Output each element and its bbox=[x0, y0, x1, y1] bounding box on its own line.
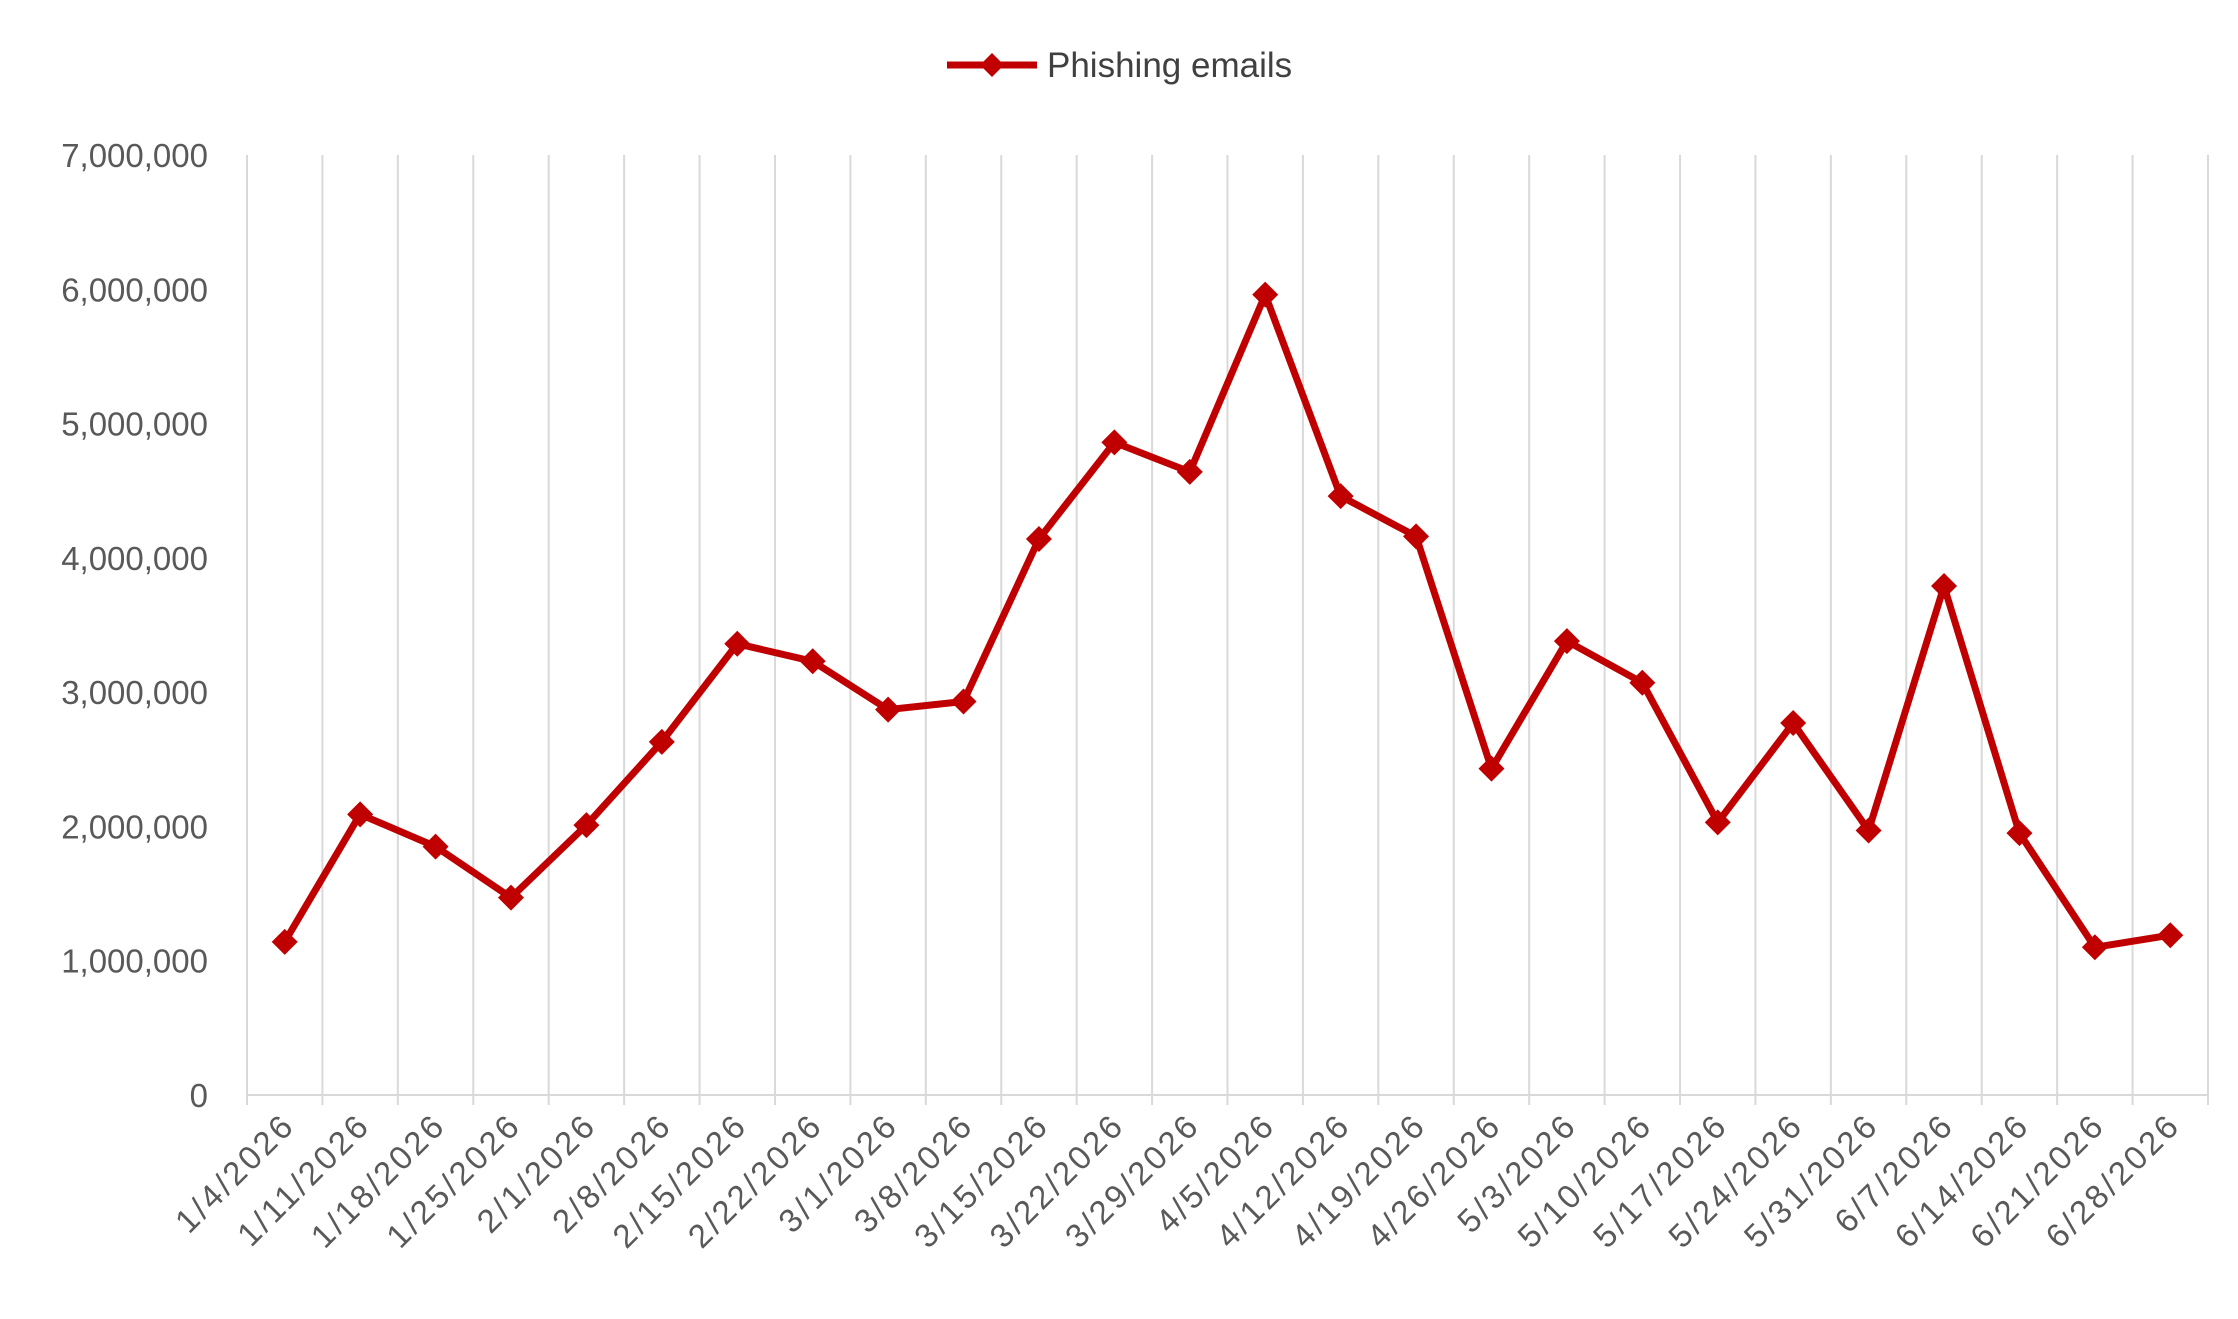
data-point-marker bbox=[1327, 483, 1354, 510]
y-tick-label: 7,000,000 bbox=[61, 137, 208, 174]
data-point-marker bbox=[1780, 710, 1807, 737]
data-point-marker bbox=[648, 728, 675, 755]
y-axis-tick-labels: 0 1,000,000 2,000,000 3,000,000 4,000,000 5,0… bbox=[61, 137, 208, 1114]
data-point-marker bbox=[1025, 526, 1052, 553]
y-tick-label: 1,000,000 bbox=[61, 943, 208, 980]
data-point-marker bbox=[1704, 809, 1731, 836]
data-point-marker bbox=[422, 833, 449, 860]
data-point-marker bbox=[1553, 628, 1580, 655]
data-point-marker bbox=[2157, 922, 2184, 949]
data-point-marker bbox=[1252, 281, 1279, 308]
y-tick-label: 6,000,000 bbox=[61, 271, 208, 308]
data-point-marker bbox=[497, 884, 524, 911]
data-point-marker bbox=[1478, 755, 1505, 782]
y-tick-label: 2,000,000 bbox=[61, 808, 208, 845]
data-point-marker bbox=[2006, 820, 2033, 847]
data-point-marker bbox=[875, 696, 902, 723]
data-point-marker bbox=[573, 812, 600, 839]
data-point-marker bbox=[724, 630, 751, 657]
data-point-marker bbox=[1931, 573, 1958, 600]
data-point-marker bbox=[1101, 429, 1128, 456]
y-tick-label: 3,000,000 bbox=[61, 674, 208, 711]
data-point-marker bbox=[950, 688, 977, 715]
data-point-marker bbox=[1855, 817, 1882, 844]
data-point-marker bbox=[799, 648, 826, 675]
series-phishing-emails bbox=[271, 281, 2184, 961]
data-point-marker bbox=[2081, 934, 2108, 961]
vertical-gridlines bbox=[246, 155, 2209, 1105]
legend: Phishing emails bbox=[947, 46, 1292, 85]
legend-label: Phishing emails bbox=[1047, 46, 1292, 85]
data-point-marker bbox=[271, 928, 298, 955]
data-point-marker bbox=[1176, 458, 1203, 485]
data-point-marker bbox=[347, 801, 374, 828]
data-point-marker bbox=[1403, 523, 1430, 550]
y-tick-label: 4,000,000 bbox=[61, 540, 208, 577]
data-point-marker bbox=[1629, 669, 1656, 696]
series-line bbox=[281, 291, 2174, 951]
x-axis-tick-labels: 1/4/20261/11/20261/18/20261/25/20262/1/2… bbox=[168, 1106, 2188, 1255]
y-tick-label: 5,000,000 bbox=[61, 406, 208, 443]
y-tick-label: 0 bbox=[190, 1077, 208, 1114]
legend-diamond-marker bbox=[980, 53, 1004, 77]
